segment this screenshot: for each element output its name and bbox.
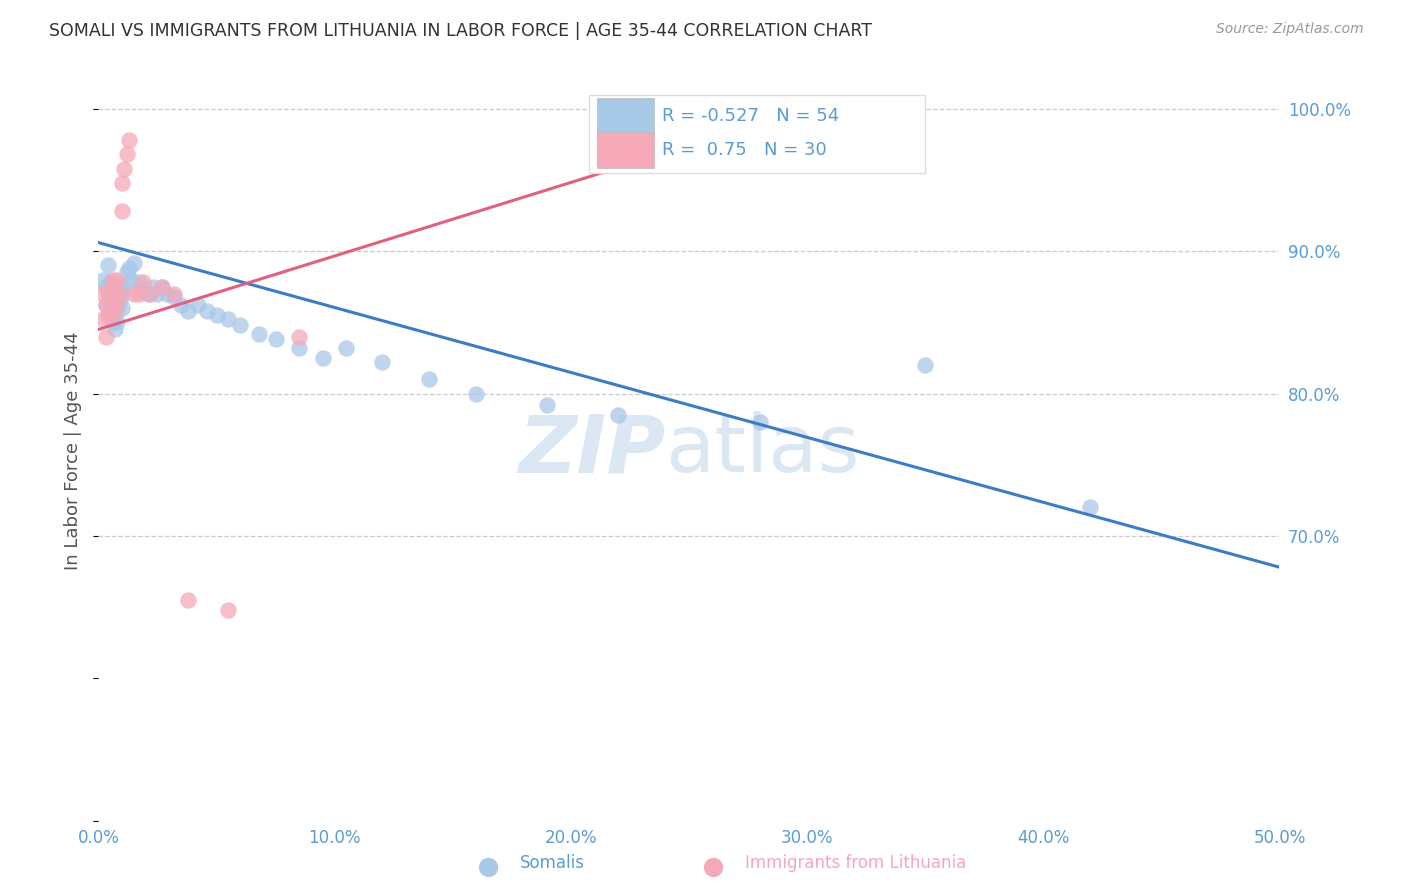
Point (229, 318, 252, 333)
Point (104, 290, 127, 304)
Text: Source: ZipAtlas.com: Source: ZipAtlas.com (1216, 22, 1364, 37)
Point (156, 286, 179, 301)
Point (91, 286, 114, 301)
Point (371, 355, 394, 369)
Point (118, 133, 141, 147)
Point (94, 279, 117, 293)
Point (288, 341, 311, 355)
Point (163, 286, 186, 301)
Point (607, 408, 630, 422)
Point (105, 272, 128, 286)
Point (217, 312, 239, 326)
Point (91, 272, 114, 286)
Point (97, 308, 120, 322)
Point (104, 304, 127, 318)
Point (98, 308, 121, 322)
Point (146, 286, 169, 301)
Text: R =  0.75   N = 30: R = 0.75 N = 30 (662, 141, 827, 159)
Point (105, 293, 128, 308)
FancyBboxPatch shape (596, 98, 654, 134)
Point (1080, 500, 1102, 515)
Point (170, 298, 193, 312)
Point (914, 358, 936, 372)
Text: SOMALI VS IMMIGRANTS FROM LITHUANIA IN LABOR FORCE | AGE 35-44 CORRELATION CHART: SOMALI VS IMMIGRANTS FROM LITHUANIA IN L… (49, 22, 872, 40)
Point (418, 372, 440, 386)
Point (101, 298, 124, 312)
Point (132, 276, 155, 290)
Point (112, 279, 135, 293)
Text: atlas: atlas (665, 411, 859, 490)
Point (97, 284, 120, 298)
Point (105, 301, 128, 315)
Point (128, 286, 150, 301)
Point (111, 176, 134, 190)
Text: ZIP: ZIP (517, 411, 665, 490)
Point (312, 351, 335, 365)
Point (98, 308, 121, 322)
Text: R = -0.527   N = 54: R = -0.527 N = 54 (662, 107, 839, 125)
Point (150, 279, 173, 293)
Point (177, 304, 200, 318)
Point (111, 301, 134, 315)
Point (122, 255, 145, 269)
Point (115, 265, 138, 279)
Point (264, 332, 287, 346)
Point (97, 258, 120, 272)
Point (128, 276, 150, 290)
Point (163, 290, 186, 304)
Point (108, 286, 131, 301)
Point (98, 293, 121, 308)
Point (101, 272, 124, 286)
FancyBboxPatch shape (589, 95, 925, 173)
Point (195, 304, 218, 318)
Point (98, 286, 121, 301)
Point (105, 315, 128, 329)
Circle shape (479, 858, 498, 876)
Circle shape (704, 858, 723, 876)
Point (94, 298, 117, 312)
Point (111, 286, 134, 301)
Point (205, 308, 228, 322)
Text: Somalis: Somalis (520, 855, 585, 872)
Point (91, 312, 114, 326)
Point (104, 307, 127, 321)
Point (177, 593, 200, 607)
Point (111, 204, 134, 219)
Point (101, 301, 124, 315)
Point (108, 279, 131, 293)
Point (94, 329, 117, 343)
Point (121, 272, 143, 286)
Point (217, 603, 239, 617)
Point (288, 329, 311, 343)
Point (187, 298, 209, 312)
Point (136, 286, 159, 301)
Point (142, 279, 165, 293)
Point (98, 276, 121, 290)
Point (139, 286, 162, 301)
Point (247, 326, 270, 341)
Point (536, 398, 558, 412)
Point (101, 284, 124, 298)
Point (132, 284, 155, 298)
Point (118, 261, 141, 276)
Point (150, 279, 173, 293)
Point (97, 286, 120, 301)
Point (105, 284, 128, 298)
Point (465, 386, 488, 401)
Point (122, 286, 145, 301)
Point (94, 298, 117, 312)
Point (104, 284, 127, 298)
Point (108, 293, 131, 308)
Point (115, 147, 138, 161)
Point (104, 322, 127, 336)
Point (748, 415, 770, 429)
FancyBboxPatch shape (596, 132, 654, 168)
Y-axis label: In Labor Force | Age 35-44: In Labor Force | Age 35-44 (65, 331, 83, 570)
Point (335, 341, 357, 355)
Text: Immigrants from Lithuania: Immigrants from Lithuania (745, 855, 966, 872)
Point (112, 161, 135, 176)
Point (101, 315, 124, 329)
Point (820, 102, 842, 116)
